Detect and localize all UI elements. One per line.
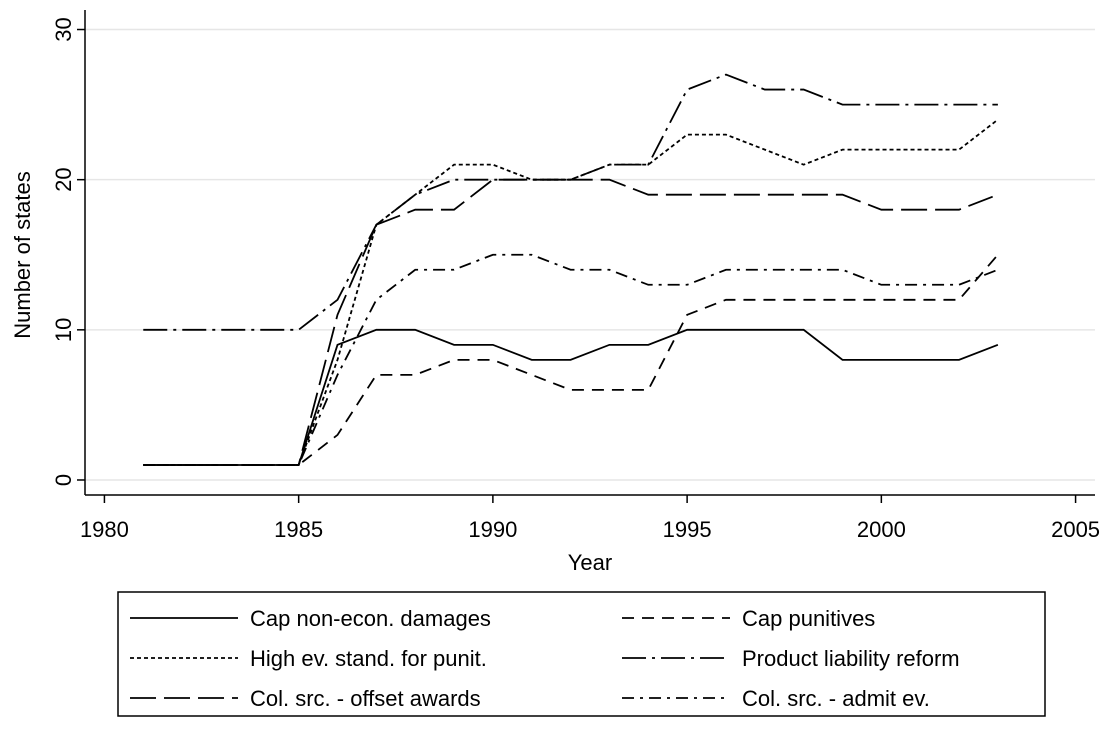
legend-label: Col. src. - admit ev. [742, 686, 930, 711]
y-tick-label: 10 [51, 318, 76, 342]
legend-label: Cap punitives [742, 606, 875, 631]
x-tick-label: 1985 [274, 517, 323, 542]
x-tick-label: 1995 [663, 517, 712, 542]
x-tick-label: 2000 [857, 517, 906, 542]
series-line [143, 73, 998, 331]
y-axis-title: Number of states [10, 171, 35, 339]
y-tick-label: 20 [51, 167, 76, 191]
legend-label: Product liability reform [742, 646, 960, 671]
legend-box [117, 591, 1046, 717]
series-line [143, 118, 999, 466]
x-axis-title: Year [568, 550, 612, 575]
x-tick-label: 2005 [1051, 517, 1100, 542]
legend-label: Col. src. - offset awards [250, 686, 481, 711]
legend-label: High ev. stand. for punit. [250, 646, 487, 671]
y-tick-label: 30 [51, 17, 76, 41]
series-line [143, 328, 999, 466]
y-tick-label: 0 [51, 474, 76, 486]
legend-label: Cap non-econ. damages [250, 606, 491, 631]
series-line [143, 253, 999, 466]
x-tick-label: 1980 [80, 517, 129, 542]
series-line [143, 178, 999, 466]
x-tick-label: 1990 [468, 517, 517, 542]
